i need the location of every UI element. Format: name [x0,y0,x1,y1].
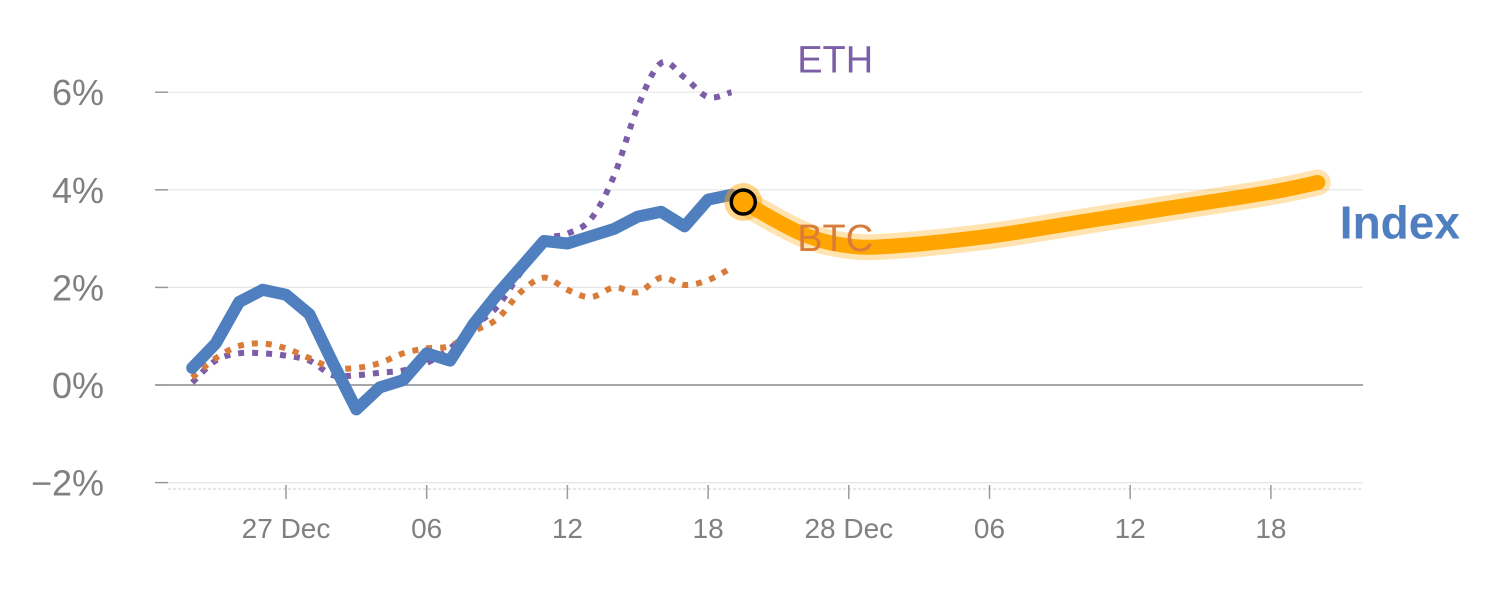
series-line-btc [190,265,733,380]
x-tick-label: 12 [552,513,583,544]
x-tick-label: 28 Dec [804,513,893,544]
x-tick-label: 06 [411,513,442,544]
y-tick-label: −2% [31,463,104,504]
y-axis-ticks: −2% 0% 2% 4% 6% [31,72,168,504]
x-tick-label: 12 [1115,513,1146,544]
x-tick-label: 18 [693,513,724,544]
series-line-forecast [735,175,1326,255]
y-tick-label: 4% [52,170,104,211]
x-tick-label: 27 Dec [242,513,331,544]
series-label-index: Index [1340,197,1461,249]
x-tick-label: 06 [974,513,1005,544]
x-axis-ticks: 27 Dec 06 12 18 28 Dec 06 12 18 [242,485,1286,544]
series-label-eth: ETH [797,40,873,82]
gridlines [155,91,1363,490]
series-line-index [186,188,738,416]
marker-point [729,188,758,216]
y-tick-label: 0% [52,365,104,406]
series-lines [186,58,1331,416]
x-tick-label: 18 [1255,513,1286,544]
y-tick-label: 6% [52,72,104,113]
markers [724,183,763,221]
series-label-btc: BTC [797,218,873,260]
series-labels: ETH BTC Index [797,40,1460,260]
y-tick-label: 2% [52,267,104,308]
